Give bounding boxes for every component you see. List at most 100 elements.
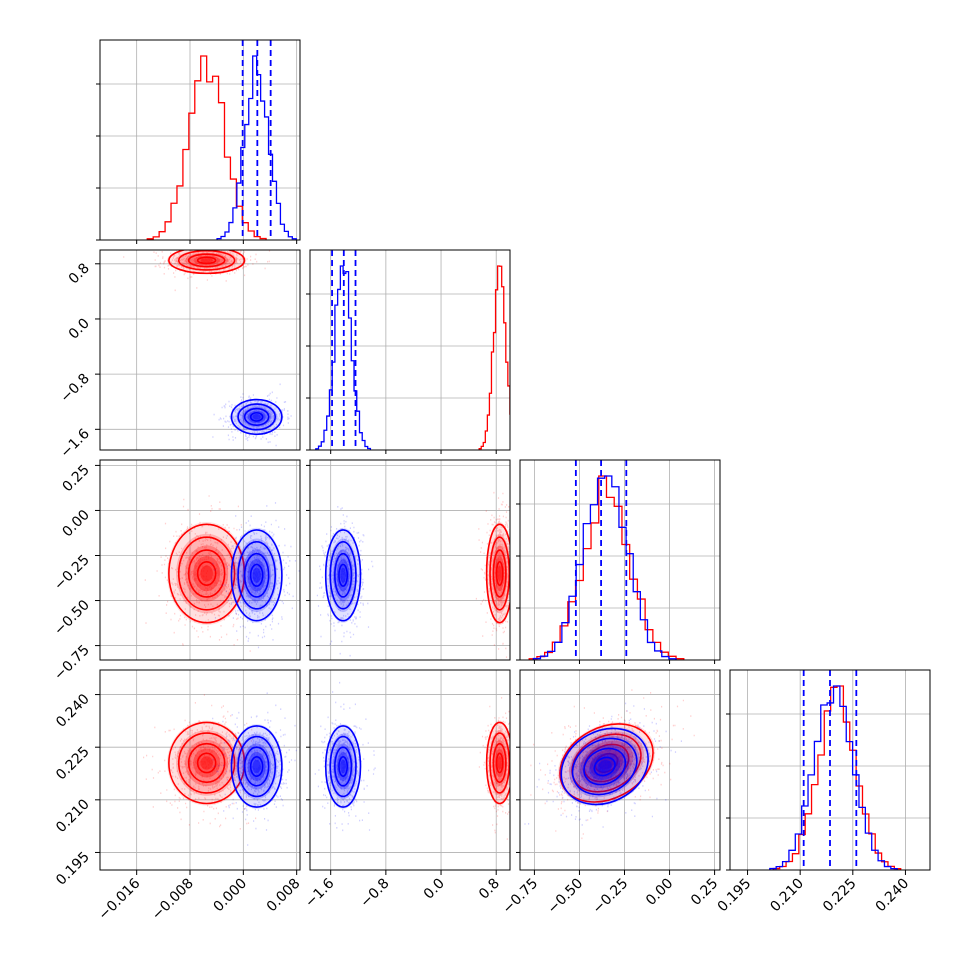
contour-line bbox=[237, 735, 277, 798]
scatter-blue bbox=[316, 506, 374, 657]
contour-line bbox=[594, 752, 619, 774]
contour-line bbox=[230, 529, 283, 622]
panel-content bbox=[143, 692, 297, 846]
contour-line bbox=[489, 732, 510, 794]
contour-line bbox=[177, 250, 236, 271]
grid bbox=[100, 670, 300, 870]
panel-content bbox=[314, 681, 510, 840]
density-fill bbox=[340, 759, 346, 774]
y-tick-label: 0.195 bbox=[53, 849, 93, 889]
contour-line bbox=[495, 752, 504, 774]
x-tick-label: −0.008 bbox=[149, 876, 197, 924]
panel-content bbox=[144, 495, 300, 652]
contour-line bbox=[338, 756, 349, 777]
y-tick-label: −0.75 bbox=[51, 642, 93, 684]
grid bbox=[520, 670, 720, 870]
x-tick-label: −1.6 bbox=[302, 875, 337, 910]
scatter-panel-1-0: −1.6 −0.8 0.0 0.8 bbox=[57, 249, 301, 461]
x-tick-label: −0.25 bbox=[590, 876, 632, 918]
x-tick-label: 0.000 bbox=[210, 876, 250, 916]
contour-line bbox=[237, 403, 277, 431]
contour-line bbox=[243, 407, 270, 426]
contour-line bbox=[485, 523, 510, 624]
contour-line bbox=[495, 561, 504, 587]
histogram-panel-0 bbox=[96, 39, 301, 244]
panel-frame bbox=[99, 249, 301, 451]
y-tick-label: 0.240 bbox=[53, 691, 93, 731]
contour-line bbox=[177, 732, 236, 794]
panel-content bbox=[123, 250, 292, 447]
y-tick-label: −0.25 bbox=[51, 552, 93, 594]
contour-line bbox=[243, 552, 270, 598]
panel-frame bbox=[519, 459, 721, 661]
scatter-panel-2-0: −0.75−0.50−0.25 0.00 0.25 bbox=[51, 459, 301, 684]
density-fill bbox=[185, 545, 229, 602]
density-fill bbox=[200, 565, 213, 582]
contour-line bbox=[489, 536, 510, 611]
density-fill bbox=[333, 549, 354, 602]
y-tick-label: 0.225 bbox=[53, 744, 93, 784]
scatter-panel-3-0: −0.016 −0.008 0.000 0.008 0.195 0.210 0.225 0.2… bbox=[53, 669, 303, 924]
x-tick-label: 0.210 bbox=[767, 876, 807, 916]
y-tick-label: −0.50 bbox=[51, 597, 93, 639]
density-fill bbox=[597, 760, 612, 773]
density-fill bbox=[492, 739, 508, 787]
contour-line bbox=[249, 563, 264, 587]
density-fill bbox=[242, 406, 272, 427]
density-fill bbox=[598, 756, 615, 770]
panel-content bbox=[524, 689, 695, 840]
density-fill bbox=[569, 735, 640, 798]
contour-line bbox=[230, 398, 283, 436]
contour-line bbox=[329, 541, 357, 610]
y-tick-label: −0.8 bbox=[57, 371, 92, 406]
contour-line bbox=[571, 737, 638, 796]
contour-line bbox=[334, 746, 353, 787]
scatter-blue bbox=[212, 502, 300, 649]
scatter-panel-3-2: −0.75 −0.50 −0.25 0.00 0.25 bbox=[500, 669, 721, 918]
contour-line bbox=[196, 256, 217, 265]
histogram-blue bbox=[532, 475, 677, 660]
grid bbox=[310, 460, 510, 660]
density-fill bbox=[242, 549, 272, 602]
contour-line bbox=[196, 561, 217, 587]
x-tick-label: 0.0 bbox=[421, 876, 448, 903]
density-fill bbox=[329, 733, 358, 800]
contour-line bbox=[177, 536, 236, 611]
contour-line bbox=[187, 253, 226, 268]
histogram-panel-2 bbox=[516, 459, 721, 664]
x-tick-label: 0.225 bbox=[820, 876, 860, 916]
density-fill bbox=[557, 722, 656, 804]
contour-line bbox=[324, 725, 362, 808]
contour-line bbox=[583, 747, 627, 786]
contour-line bbox=[168, 250, 246, 275]
grid bbox=[520, 460, 720, 660]
contour-line bbox=[249, 756, 264, 777]
density-fill bbox=[185, 739, 229, 787]
density-fill bbox=[236, 733, 278, 800]
scatter-panel-3-1: −1.6 −0.8 0.0 0.8 bbox=[302, 669, 511, 911]
x-tick-label: 0.00 bbox=[643, 876, 676, 909]
panel-content bbox=[528, 460, 685, 660]
scatter-red bbox=[475, 491, 510, 658]
contour-line bbox=[338, 563, 349, 587]
scatter-red bbox=[123, 250, 271, 292]
y-tick-label: 0.210 bbox=[53, 796, 93, 836]
x-tick-label: −0.8 bbox=[357, 876, 392, 911]
contour-line bbox=[230, 725, 283, 808]
density-fill bbox=[329, 538, 358, 613]
scatter-red bbox=[478, 697, 510, 840]
panel-content bbox=[769, 670, 902, 870]
y-tick-label: 0.8 bbox=[66, 260, 93, 287]
histogram-red bbox=[478, 265, 510, 450]
y-tick-label: 0.0 bbox=[66, 315, 93, 342]
density-fill bbox=[489, 533, 510, 614]
density-fill bbox=[176, 533, 238, 614]
histogram-red bbox=[146, 55, 267, 240]
density-fill bbox=[497, 565, 502, 582]
density-fill bbox=[252, 414, 261, 420]
contour-line bbox=[492, 742, 507, 784]
contour-line bbox=[593, 756, 616, 777]
density-fill bbox=[167, 250, 247, 274]
contour-line bbox=[334, 552, 353, 598]
